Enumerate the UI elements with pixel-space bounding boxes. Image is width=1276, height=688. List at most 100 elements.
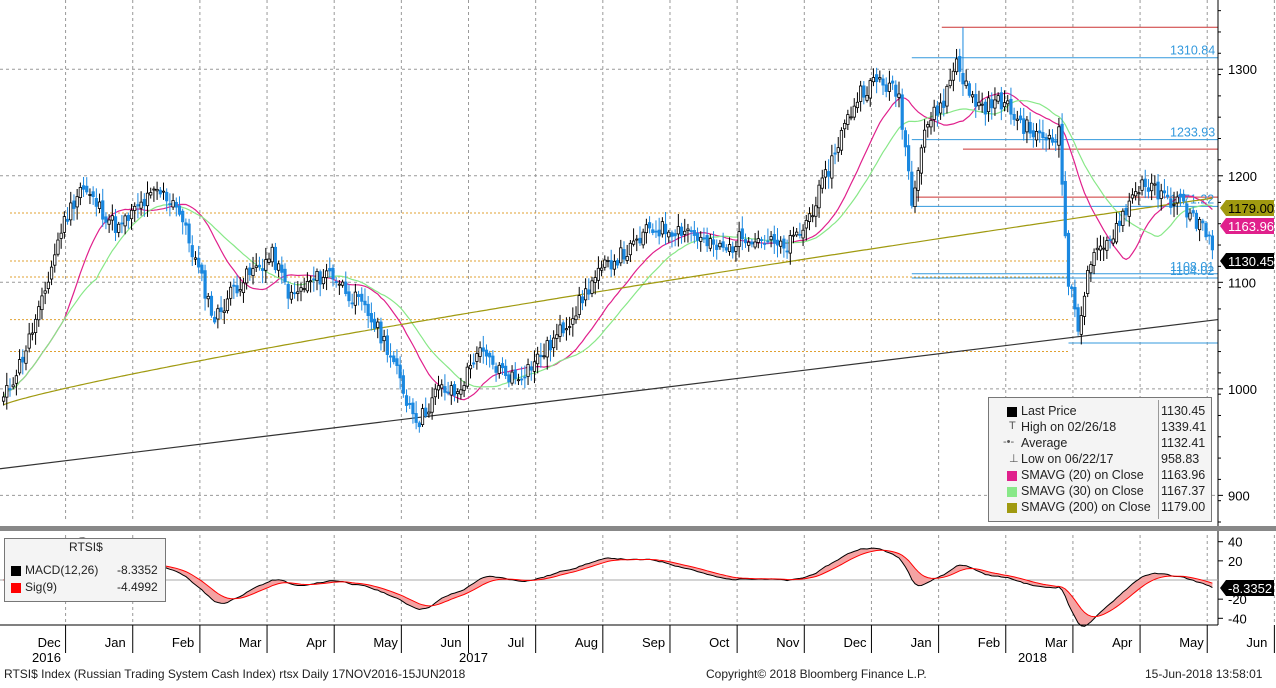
x-month-label-9: Sep <box>642 635 665 650</box>
candle-body <box>747 241 751 246</box>
candle-body <box>388 355 393 358</box>
candle-body <box>555 334 559 339</box>
candle-body <box>734 246 738 252</box>
legend-swatch-smavg-30 <box>1007 487 1017 497</box>
candle-body <box>369 313 373 323</box>
footer-copyright: Copyright© 2018 Bloomberg Finance L.P. <box>706 667 927 681</box>
x-month-label-10: Oct <box>709 635 730 650</box>
candle-body <box>133 205 137 211</box>
candle-body <box>382 336 386 342</box>
candle-body <box>558 324 562 337</box>
candle-body <box>990 99 994 109</box>
candle-body <box>184 222 188 226</box>
candle-body <box>561 322 565 334</box>
trend-line <box>0 318 1219 470</box>
level-label-0: 1310.84 <box>1170 44 1215 58</box>
legend-label: Average <box>1021 436 1068 450</box>
candle-body <box>759 239 764 241</box>
macd-legend-label: MACD(12,26) <box>25 563 99 577</box>
candle-body <box>40 295 44 311</box>
candle-body <box>363 300 367 306</box>
candle-body <box>817 184 821 209</box>
candle-body <box>331 267 335 280</box>
macd-tick-label-0: 40 <box>1228 535 1242 550</box>
candle-body <box>1018 115 1023 121</box>
candle-body <box>718 242 722 248</box>
candle-body <box>1054 140 1058 143</box>
candle-body <box>158 189 162 195</box>
candle-body <box>782 238 786 249</box>
candle-body <box>478 347 482 357</box>
candle-body <box>571 318 575 325</box>
candle-body <box>945 86 949 107</box>
candle-body <box>1210 235 1215 251</box>
candle-body <box>619 247 623 264</box>
candle-body <box>785 250 789 253</box>
candle-body <box>1009 98 1013 115</box>
candle-body <box>1169 198 1173 208</box>
candle-body <box>494 366 498 373</box>
candle-body <box>654 230 658 233</box>
candle-body <box>651 229 655 233</box>
candle-body <box>59 232 63 239</box>
candle-body <box>1 396 6 402</box>
candle-body <box>366 303 370 317</box>
legend-row-low: ⊥ Low on 06/22/17 958.83 <box>989 452 1211 468</box>
candle-body <box>1105 240 1109 251</box>
candle-body <box>1034 130 1039 141</box>
x-month-label-14: Feb <box>978 635 1000 650</box>
candle-body <box>53 254 57 266</box>
candle-body <box>472 362 476 365</box>
price-trend <box>0 318 1219 470</box>
candle-body <box>638 237 642 244</box>
candle-body <box>8 388 12 390</box>
candle-body <box>593 277 597 283</box>
candle-body <box>293 292 297 295</box>
candle-body <box>379 321 383 344</box>
candle-body <box>942 100 946 108</box>
macd-legend-value: -8.3352 <box>117 563 158 577</box>
candle-body <box>456 391 460 395</box>
candle-body <box>532 361 537 372</box>
candle-body <box>977 101 981 107</box>
candle-body <box>264 259 268 271</box>
candle-body <box>161 190 166 193</box>
candle-body <box>465 366 469 387</box>
candle-body <box>1050 137 1055 143</box>
legend-value: 1179.00 <box>1161 500 1206 514</box>
candle-body <box>737 231 741 247</box>
candle-body <box>795 231 799 236</box>
macd-last-tag-label: -8.3352 <box>1228 581 1272 596</box>
candle-body <box>85 185 89 193</box>
candle-body <box>436 385 441 391</box>
macd-tick-label-3: -40 <box>1228 611 1247 626</box>
candle-body <box>670 232 674 237</box>
candle-body <box>721 241 725 248</box>
candle-body <box>1044 137 1048 141</box>
price-tag-label-1: 1163.96 <box>1228 219 1274 234</box>
level-label-1: 1233.93 <box>1170 126 1215 140</box>
candle-body <box>564 328 569 331</box>
candle-body <box>459 389 463 395</box>
legend-label: High on 02/26/18 <box>1021 420 1117 434</box>
candle-body <box>414 413 418 423</box>
candle-body <box>110 215 114 221</box>
candle-body <box>1178 193 1183 198</box>
candle-body <box>859 85 863 102</box>
candle-body <box>385 335 389 355</box>
candle-body <box>449 385 453 396</box>
candle-body <box>916 170 920 191</box>
candle-body <box>804 219 808 229</box>
macd-legend-row-signal: Sig(9) -4.4992 <box>5 580 165 596</box>
candle-body <box>660 221 664 235</box>
candle-body <box>967 83 971 96</box>
candle-body <box>302 288 306 290</box>
candle-body <box>200 264 204 274</box>
legend-label: SMAVG (30) on Close <box>1021 484 1144 498</box>
candle-body <box>78 187 82 199</box>
candle-body <box>1006 100 1010 105</box>
candle-body <box>836 147 840 153</box>
macd-line <box>3 537 1213 627</box>
candle-body <box>788 235 792 254</box>
